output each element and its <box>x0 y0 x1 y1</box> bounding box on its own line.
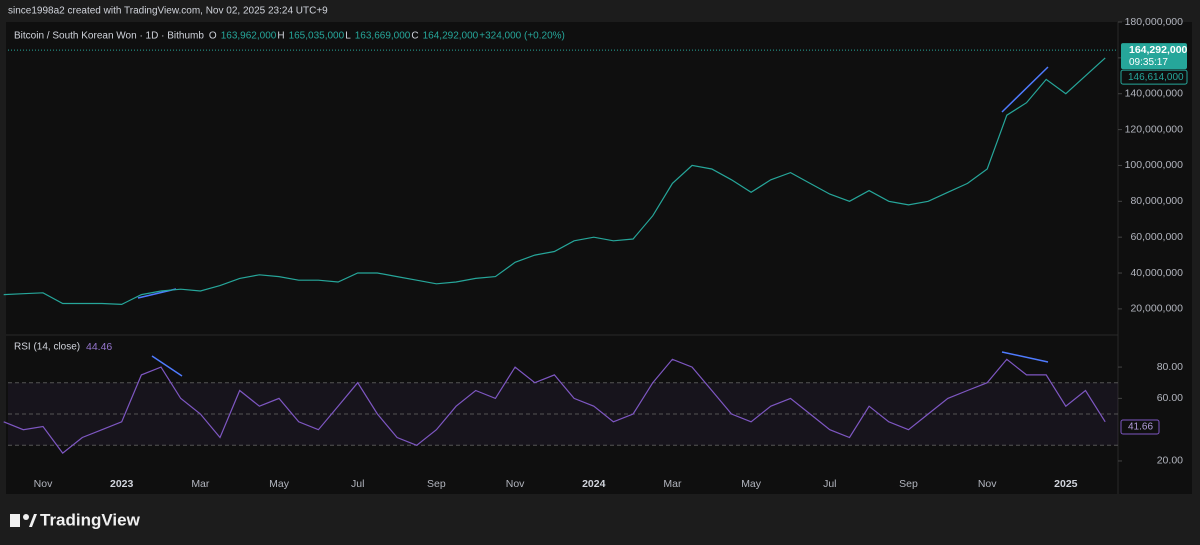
x-tick-label: Jul <box>351 478 364 490</box>
y-tick-label: 100,000,000 <box>1125 159 1184 171</box>
credit: since1998a2 created with TradingView.com… <box>8 6 328 17</box>
legend-text: 163,962,000 <box>221 31 277 42</box>
logo-mark <box>10 514 20 527</box>
x-tick-label: 2023 <box>110 478 134 490</box>
logo-mark <box>29 514 37 527</box>
price-tag-2 <box>1120 69 1188 85</box>
y-tick-label: 140,000,000 <box>1125 88 1184 100</box>
y-tick-label: 20,000,000 <box>1130 303 1183 315</box>
rsi-tag <box>1120 419 1160 435</box>
legend-text: H <box>277 31 284 42</box>
x-tick-label: Sep <box>427 478 446 490</box>
x-tick-label: Nov <box>978 478 997 490</box>
x-tick-label: May <box>741 478 762 490</box>
y-tick-label: 40,000,000 <box>1130 267 1183 279</box>
x-tick-label: Nov <box>34 478 53 490</box>
series-line <box>3 358 1106 454</box>
x-tick-label: Mar <box>191 478 210 490</box>
x-tick-label: Mar <box>663 478 682 490</box>
y-tick-label: 60.00 <box>1157 392 1183 404</box>
legend-text: 163,669,000 <box>355 31 411 42</box>
rsi-tag-text: 41.66 <box>1128 422 1153 433</box>
y-tick-label: 20.00 <box>1157 455 1183 467</box>
trend-line <box>1001 66 1049 113</box>
legend-text: 165,035,000 <box>289 31 345 42</box>
price-tag-time: 09:35:17 <box>1129 57 1168 68</box>
trend-line <box>151 355 183 377</box>
y-tick-label: 80,000,000 <box>1130 195 1183 207</box>
chart-panel <box>6 22 1192 494</box>
x-tick-label: 2024 <box>582 478 606 490</box>
legend-text: O <box>209 31 217 42</box>
y-tick-label: 120,000,000 <box>1125 123 1184 135</box>
price-tag-text: 164,292,000 <box>1129 44 1188 56</box>
logo-mark <box>23 514 29 520</box>
rsi-title: RSI (14, close) <box>14 342 80 353</box>
price-tag <box>1121 43 1187 70</box>
x-tick-label: Nov <box>506 478 525 490</box>
logo: TradingView <box>10 510 141 529</box>
price-tag-2-text: 146,614,000 <box>1128 72 1184 83</box>
legend-text: 164,292,000 <box>423 31 479 42</box>
y-tick-label: 80.00 <box>1157 361 1183 373</box>
x-tick-label: 2025 <box>1054 478 1078 490</box>
x-tick-label: May <box>269 478 290 490</box>
legend-text: +324,000 (+0.20%) <box>479 31 565 42</box>
y-tick-label: 60,000,000 <box>1130 231 1183 243</box>
rsi-value: 44.46 <box>86 341 112 353</box>
legend-text: L <box>345 31 351 42</box>
series-line <box>3 57 1106 306</box>
y-tick-label: 180,000,000 <box>1125 16 1184 28</box>
trend-line <box>1001 351 1049 363</box>
legend-text: Bitcoin / South Korean Won · 1D · Bithum… <box>14 31 204 42</box>
logo-text: TradingView <box>40 510 141 529</box>
legend-text: C <box>411 31 418 42</box>
x-tick-label: Sep <box>899 478 918 490</box>
x-tick-label: Jul <box>823 478 836 490</box>
